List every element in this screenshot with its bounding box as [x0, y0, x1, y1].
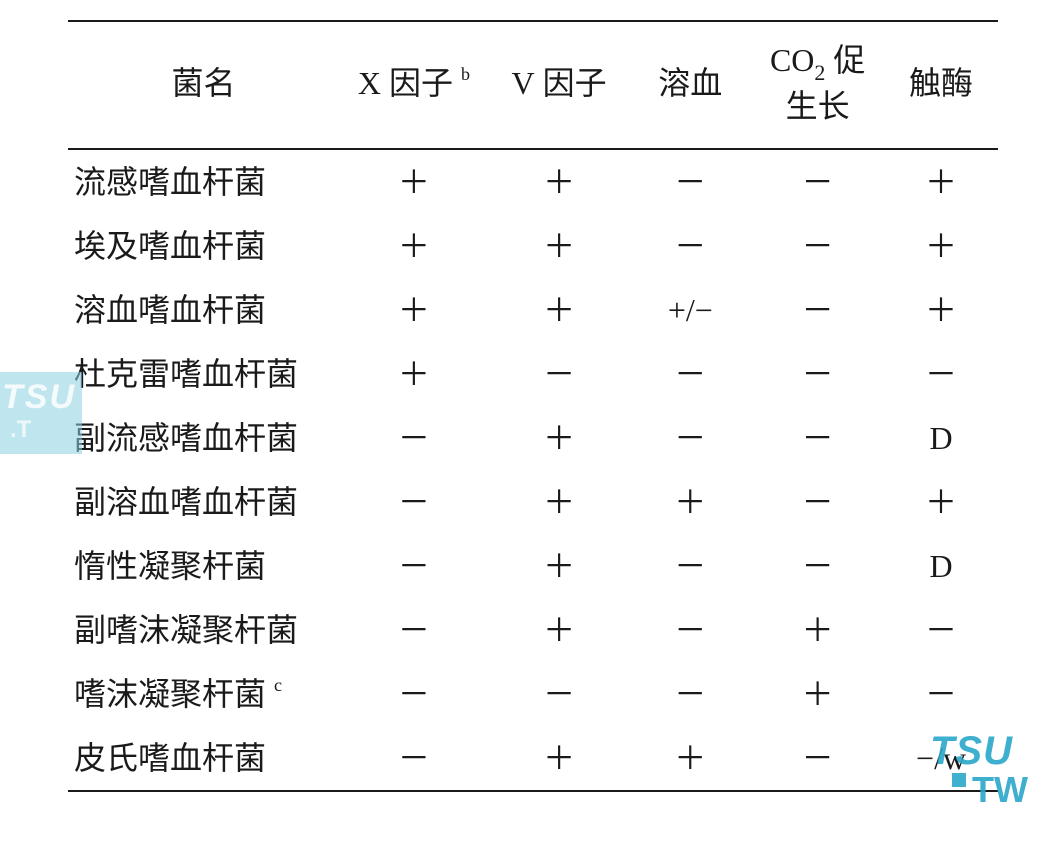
cell-co2: ＋ — [751, 662, 884, 726]
table-row: 杜克雷嗜血杆菌＋－－－－ — [68, 342, 998, 406]
table-body: 流感嗜血杆菌＋＋－－＋埃及嗜血杆菌＋＋－－＋溶血嗜血杆菌＋＋+/−－＋杜克雷嗜血… — [68, 149, 998, 791]
watermark-left-line1: TSU — [2, 378, 76, 417]
cell-x: － — [339, 470, 489, 534]
cell-cat: － — [884, 342, 998, 406]
table-row: 惰性凝聚杆菌－＋－－D — [68, 534, 998, 598]
cell-v: ＋ — [489, 214, 630, 278]
cell-v: ＋ — [489, 470, 630, 534]
cell-hemol: － — [629, 214, 751, 278]
cell-name: 惰性凝聚杆菌 — [68, 534, 339, 598]
col-header-vfactor: V 因子 — [489, 21, 630, 149]
cell-co2: － — [751, 342, 884, 406]
cell-cat: ＋ — [884, 149, 998, 214]
col-header-hemolysis: 溶血 — [629, 21, 751, 149]
table-row: 嗜沫凝聚杆菌 c－－－＋－ — [68, 662, 998, 726]
cell-hemol: ＋ — [629, 470, 751, 534]
table-row: 溶血嗜血杆菌＋＋+/−－＋ — [68, 278, 998, 342]
cell-hemol: － — [629, 598, 751, 662]
cell-co2: － — [751, 534, 884, 598]
cell-co2: － — [751, 470, 884, 534]
cell-hemol: +/− — [629, 278, 751, 342]
col-header-catalase: 触酶 — [884, 21, 998, 149]
col-header-co2: CO2 促生长 — [751, 21, 884, 149]
table-row: 埃及嗜血杆菌＋＋－－＋ — [68, 214, 998, 278]
cell-hemol: － — [629, 149, 751, 214]
table-row: 皮氏嗜血杆菌－＋＋－−/w — [68, 726, 998, 791]
cell-name: 埃及嗜血杆菌 — [68, 214, 339, 278]
cell-co2: ＋ — [751, 598, 884, 662]
cell-cat: ＋ — [884, 214, 998, 278]
watermark-left-line2: .T — [10, 416, 31, 444]
cell-x: － — [339, 598, 489, 662]
cell-co2: － — [751, 214, 884, 278]
cell-hemol: － — [629, 662, 751, 726]
cell-cat: D — [884, 406, 998, 470]
cell-hemol: ＋ — [629, 726, 751, 791]
haemophilus-table: 菌名 X 因子 b V 因子 溶血 CO2 促生长 触酶 流感嗜血杆菌＋＋－－＋… — [68, 20, 998, 792]
cell-cat: － — [884, 662, 998, 726]
cell-co2: － — [751, 726, 884, 791]
col-header-xfactor: X 因子 b — [339, 21, 489, 149]
cell-x: ＋ — [339, 149, 489, 214]
cell-x: － — [339, 662, 489, 726]
cell-v: ＋ — [489, 406, 630, 470]
cell-name: 副嗜沫凝聚杆菌 — [68, 598, 339, 662]
cell-co2: － — [751, 149, 884, 214]
cell-co2: － — [751, 406, 884, 470]
cell-name: 嗜沫凝聚杆菌 c — [68, 662, 339, 726]
cell-v: ＋ — [489, 726, 630, 791]
cell-name: 皮氏嗜血杆菌 — [68, 726, 339, 791]
table-row: 副嗜沫凝聚杆菌－＋－＋－ — [68, 598, 998, 662]
cell-name: 副溶血嗜血杆菌 — [68, 470, 339, 534]
cell-cat: ＋ — [884, 470, 998, 534]
cell-cat: D — [884, 534, 998, 598]
table-row: 副流感嗜血杆菌－＋－－D — [68, 406, 998, 470]
cell-name: 流感嗜血杆菌 — [68, 149, 339, 214]
cell-x: － — [339, 534, 489, 598]
cell-v: ＋ — [489, 149, 630, 214]
cell-v: － — [489, 342, 630, 406]
cell-hemol: － — [629, 406, 751, 470]
cell-v: ＋ — [489, 598, 630, 662]
cell-x: ＋ — [339, 278, 489, 342]
cell-v: － — [489, 662, 630, 726]
cell-cat: ＋ — [884, 278, 998, 342]
cell-name: 溶血嗜血杆菌 — [68, 278, 339, 342]
cell-name: 杜克雷嗜血杆菌 — [68, 342, 339, 406]
cell-hemol: － — [629, 342, 751, 406]
col-header-name: 菌名 — [68, 21, 339, 149]
cell-v: ＋ — [489, 534, 630, 598]
cell-x: － — [339, 726, 489, 791]
cell-hemol: － — [629, 534, 751, 598]
table-header: 菌名 X 因子 b V 因子 溶血 CO2 促生长 触酶 — [68, 21, 998, 149]
cell-v: ＋ — [489, 278, 630, 342]
table-row: 流感嗜血杆菌＋＋－－＋ — [68, 149, 998, 214]
table-container: 菌名 X 因子 b V 因子 溶血 CO2 促生长 触酶 流感嗜血杆菌＋＋－－＋… — [68, 20, 998, 792]
cell-name: 副流感嗜血杆菌 — [68, 406, 339, 470]
cell-x: － — [339, 406, 489, 470]
cell-cat: － — [884, 598, 998, 662]
cell-x: ＋ — [339, 342, 489, 406]
cell-x: ＋ — [339, 214, 489, 278]
table-row: 副溶血嗜血杆菌－＋＋－＋ — [68, 470, 998, 534]
cell-co2: － — [751, 278, 884, 342]
cell-cat: −/w — [884, 726, 998, 791]
